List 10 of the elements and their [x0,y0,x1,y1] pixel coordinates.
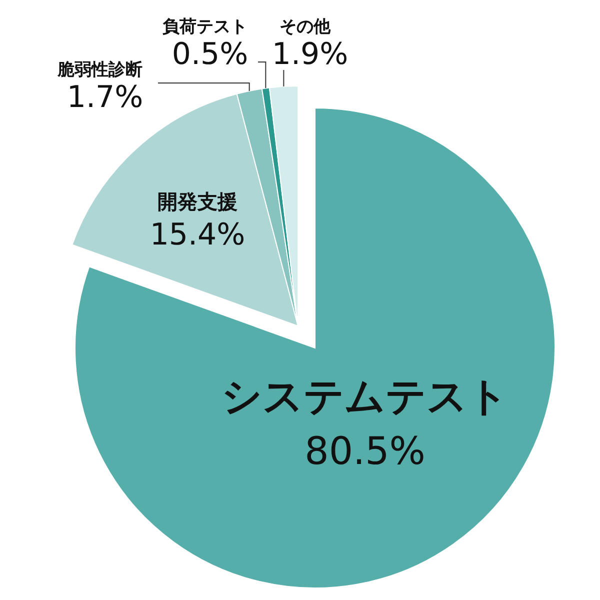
data-label: 1.7% [66,80,144,115]
data-label: 15.4% [150,217,246,252]
data-label: 1.9% [272,37,348,72]
data-label: 0.5% [172,37,248,72]
data-label: 80.5% [304,429,426,473]
slice-label: 脆弱性診断 [56,60,142,80]
slice-label: システムテスト [222,374,508,420]
slice-label: 開発支援 [158,189,238,214]
slice-label: 負荷テスト [162,17,248,37]
slice-label: その他 [280,17,332,37]
